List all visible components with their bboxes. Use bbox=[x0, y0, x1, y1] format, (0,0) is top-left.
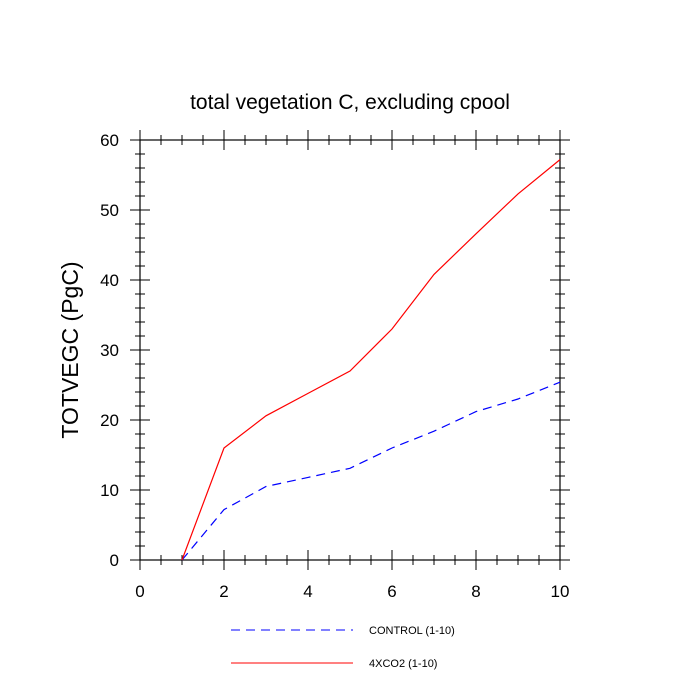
x-tick-label: 4 bbox=[303, 582, 312, 601]
x-tick-labels: 0 2 4 6 8 10 bbox=[135, 582, 569, 601]
x-tick-label: 8 bbox=[471, 582, 480, 601]
y-tick-label: 20 bbox=[100, 411, 119, 430]
y-tick-label: 30 bbox=[100, 341, 119, 360]
axis-ticks bbox=[130, 130, 570, 570]
series-line-1 bbox=[181, 381, 561, 561]
chart-title: total vegetation C, excluding cpool bbox=[190, 91, 510, 114]
series-lines bbox=[181, 159, 561, 561]
legend-label-1: CONTROL (1-10) bbox=[369, 625, 455, 637]
y-tick-label: 40 bbox=[100, 271, 119, 290]
x-tick-label: 6 bbox=[387, 582, 396, 601]
y-tick-label: 10 bbox=[100, 481, 119, 500]
y-tick-label: 50 bbox=[100, 201, 119, 220]
y-tick-labels: 0 10 20 30 40 50 60 bbox=[100, 131, 119, 570]
plot-frame bbox=[139, 139, 561, 561]
legend: CONTROL (1-10) 4XCO2 (1-10) bbox=[231, 625, 455, 670]
y-axis-label: TOTVEGC (PgC) bbox=[57, 261, 83, 438]
series-line-2 bbox=[181, 159, 561, 561]
y-tick-label: 60 bbox=[100, 131, 119, 150]
x-tick-label: 10 bbox=[551, 582, 570, 601]
x-tick-label: 2 bbox=[219, 582, 228, 601]
x-tick-label: 0 bbox=[135, 582, 144, 601]
y-tick-label: 0 bbox=[110, 551, 119, 570]
legend-label-2: 4XCO2 (1-10) bbox=[369, 658, 437, 670]
